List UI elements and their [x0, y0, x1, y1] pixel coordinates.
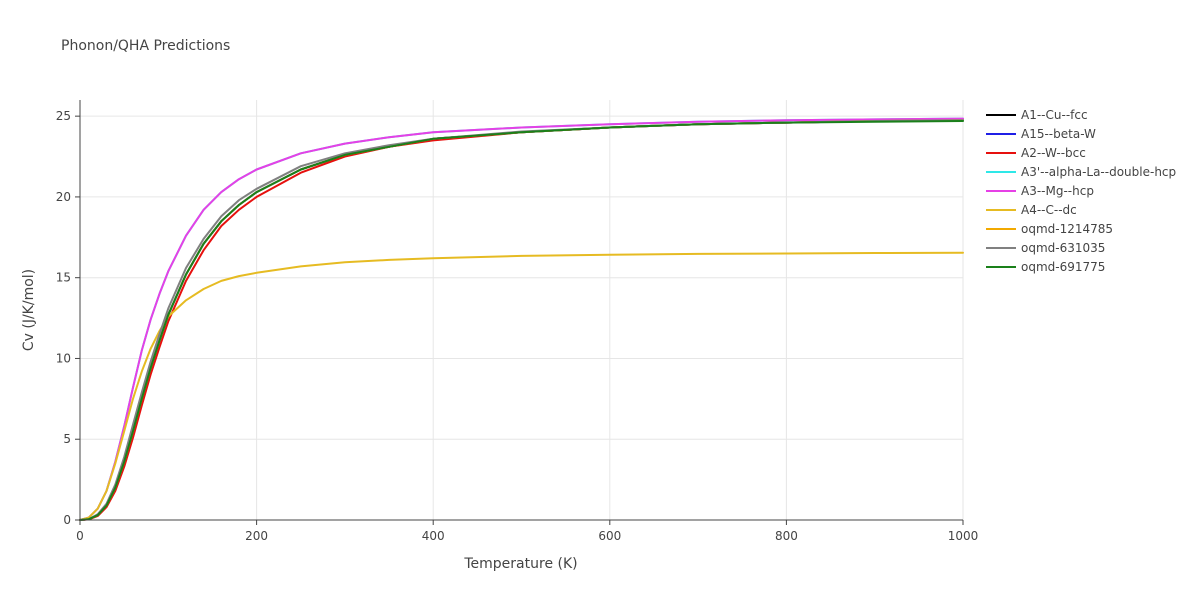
- legend-label: A3--Mg--hcp: [1021, 184, 1094, 198]
- legend-label: A15--beta-W: [1021, 127, 1096, 141]
- x-tick-label: 0: [76, 529, 84, 543]
- series-line-A3--Mg--hcp: [79, 117, 964, 521]
- y-tick-label: 5: [63, 432, 71, 446]
- y-tick-label: 20: [56, 190, 71, 204]
- series-line-oqmd-1214785: [79, 119, 964, 521]
- x-tick-label: 600: [598, 529, 621, 543]
- series-line-A3'--alpha-La--double-hcp: [79, 117, 964, 521]
- legend-entry[interactable]: A15--beta-W: [986, 127, 1096, 141]
- legend-entry[interactable]: A4--C--dc: [986, 203, 1077, 217]
- y-tick-label: 0: [63, 513, 71, 527]
- axes: 0 200 400 600 800 1000 0 5 10 15 20 25: [56, 100, 979, 543]
- series-line-A1--Cu--fcc: [79, 119, 964, 521]
- legend-entry[interactable]: oqmd-691775: [986, 260, 1105, 274]
- legend-label: oqmd-631035: [1021, 241, 1105, 255]
- legend-label: A2--W--bcc: [1021, 146, 1086, 160]
- chart-title: Phonon/QHA Predictions: [61, 38, 230, 54]
- legend-label: oqmd-691775: [1021, 260, 1105, 274]
- y-tick-label: 10: [56, 351, 71, 365]
- x-tick-label: 1000: [948, 529, 979, 543]
- legend-entry[interactable]: A3--Mg--hcp: [986, 184, 1094, 198]
- legend-label: A3'--alpha-La--double-hcp: [1021, 165, 1176, 179]
- y-axis-title: Cv (J/K/mol): [21, 269, 37, 351]
- legend: A1--Cu--fcc A15--beta-W A2--W--bcc A3'--alp…: [986, 108, 1176, 274]
- y-tick-label: 25: [56, 109, 71, 123]
- legend-entry[interactable]: oqmd-1214785: [986, 222, 1113, 236]
- y-tick-label: 15: [56, 271, 71, 285]
- legend-entry[interactable]: A1--Cu--fcc: [986, 108, 1088, 122]
- series-line-oqmd-691775: [79, 120, 964, 521]
- legend-label: oqmd-1214785: [1021, 222, 1113, 236]
- grid: [80, 100, 964, 520]
- series-line-A15--beta-W: [79, 119, 964, 521]
- series-line-A4--C--dc: [79, 251, 964, 521]
- series-line-A2--W--bcc: [79, 119, 964, 521]
- x-tick-label: 800: [775, 529, 798, 543]
- legend-entry[interactable]: oqmd-631035: [986, 241, 1105, 255]
- legend-label: A1--Cu--fcc: [1021, 108, 1088, 122]
- series-line-oqmd-631035: [79, 119, 964, 521]
- x-axis-title: Temperature (K): [463, 556, 577, 572]
- plot-area: [79, 117, 964, 521]
- legend-label: A4--C--dc: [1021, 203, 1077, 217]
- x-tick-label: 200: [245, 529, 268, 543]
- legend-entry[interactable]: A2--W--bcc: [986, 146, 1086, 160]
- x-tick-label: 400: [422, 529, 445, 543]
- legend-entry[interactable]: A3'--alpha-La--double-hcp: [986, 165, 1176, 179]
